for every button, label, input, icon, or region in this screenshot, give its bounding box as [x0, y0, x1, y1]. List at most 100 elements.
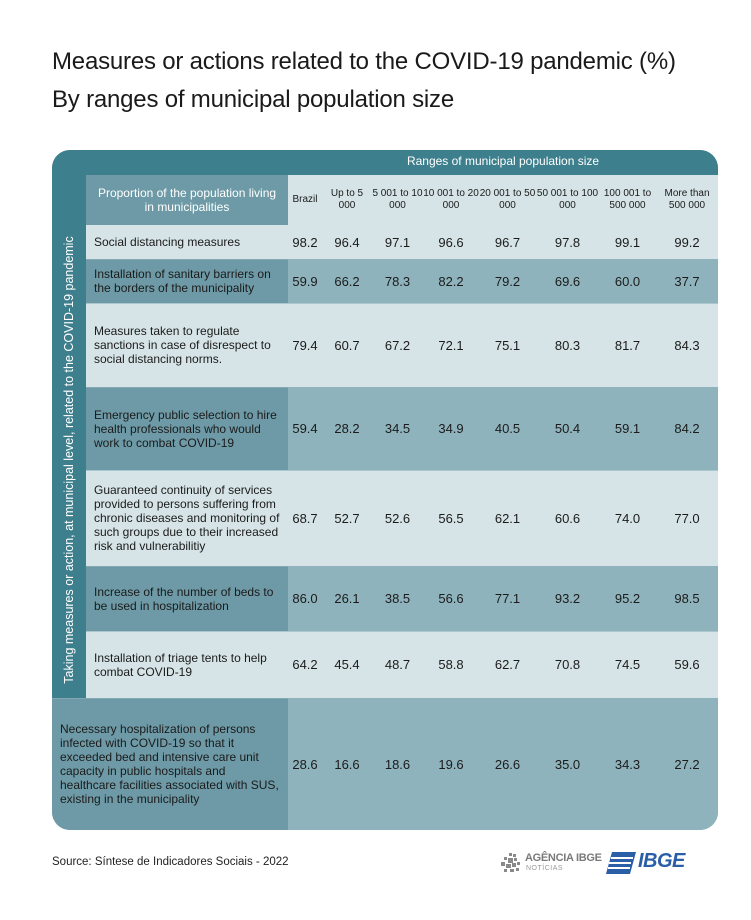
- cell-value: 62.7: [494, 657, 521, 672]
- cell-value: 56.6: [438, 591, 464, 606]
- cell-value: 69.6: [554, 273, 581, 289]
- cell-value: 26.1: [334, 591, 360, 606]
- column-header-label: Up to 5 000: [330, 188, 364, 211]
- cell-value: 96.6: [438, 234, 464, 250]
- table-cell: 66.2: [322, 259, 372, 303]
- cell-value: 35.0: [554, 756, 581, 772]
- row-label: Emergency public selection to hire healt…: [94, 407, 277, 450]
- table-cell: 74.0: [599, 470, 656, 566]
- table-cell: 40.5: [479, 387, 536, 470]
- cell-value: 34.3: [614, 756, 641, 772]
- row-label: Necessary hospitalization of persons inf…: [60, 722, 279, 806]
- column-header: Brazil: [288, 175, 322, 225]
- cell-value: 27.2: [674, 756, 700, 772]
- cell-value: 18.6: [384, 756, 411, 772]
- cell-value: 97.1: [384, 234, 411, 250]
- table-cell: 59.9: [288, 259, 322, 303]
- column-header: 10 001 to 20 000: [423, 175, 479, 225]
- column-header: Up to 5 000: [322, 175, 372, 225]
- table-cell: 62.1: [479, 470, 536, 566]
- cell-value: 96.7: [494, 234, 521, 250]
- source-note: Source: Síntese de Indicadores Sociais -…: [52, 856, 289, 868]
- cell-value: 59.1: [614, 421, 641, 436]
- table-cell: 72.1: [423, 303, 479, 387]
- row-label-cell: Social distancing measures: [86, 225, 288, 259]
- cell-value: 84.2: [674, 421, 700, 436]
- table-cell: 59.6: [656, 631, 718, 698]
- row-divider: [86, 303, 718, 304]
- chart-title: Measures or actions related to the COVID…: [52, 48, 676, 75]
- cell-value: 79.4: [292, 337, 318, 353]
- cell-value: 28.2: [334, 421, 360, 436]
- cell-value: 67.2: [384, 337, 411, 353]
- column-header-label: 10 001 to 20 000: [423, 188, 479, 211]
- cell-value: 62.1: [494, 510, 521, 526]
- ranges-header-band: Ranges of municipal population size: [52, 150, 718, 175]
- cell-value: 60.0: [614, 273, 641, 289]
- cell-value: 95.2: [614, 591, 641, 606]
- row-label-cell: Installation of sanitary barriers on the…: [86, 259, 288, 303]
- cell-value: 82.2: [438, 273, 464, 289]
- cell-value: 78.3: [384, 273, 411, 289]
- table-cell: 78.3: [372, 259, 423, 303]
- cell-value: 40.5: [494, 421, 521, 436]
- table-cell: 77.1: [479, 566, 536, 631]
- chart-subtitle: By ranges of municipal population size: [52, 86, 454, 113]
- cell-value: 60.6: [554, 510, 581, 526]
- table-cell: 97.8: [536, 225, 599, 259]
- column-header-label: 20 001 to 50 000: [479, 188, 536, 211]
- row-group-band: Taking measures or action, at municipal …: [52, 175, 86, 698]
- cell-value: 45.4: [334, 657, 360, 672]
- table-cell: 98.2: [288, 225, 322, 259]
- table-cell: 34.3: [599, 698, 656, 830]
- table-cell: 52.6: [372, 470, 423, 566]
- column-header-label: More than 500 000: [664, 188, 710, 211]
- cell-value: 77.1: [494, 591, 521, 606]
- row-header-cell: Proportion of the population living in m…: [86, 175, 288, 225]
- table-cell: 95.2: [599, 566, 656, 631]
- table-cell: 35.0: [536, 698, 599, 830]
- table-cell: 26.1: [322, 566, 372, 631]
- table-cell: 77.0: [656, 470, 718, 566]
- row-divider: [86, 566, 718, 567]
- table-cell: 52.7: [322, 470, 372, 566]
- cell-value: 59.4: [292, 421, 318, 436]
- agencia-sub: NOTÍCIAS: [526, 865, 564, 872]
- table-cell: 67.2: [372, 303, 423, 387]
- table-cell: 60.0: [599, 259, 656, 303]
- table-cell: 56.5: [423, 470, 479, 566]
- column-header: 20 001 to 50 000: [479, 175, 536, 225]
- column-header: 100 001 to 500 000: [599, 175, 656, 225]
- table-cell: 16.6: [322, 698, 372, 830]
- cell-value: 58.8: [438, 657, 464, 672]
- cell-value: 56.5: [438, 510, 464, 526]
- cell-value: 64.2: [292, 657, 318, 672]
- cell-value: 84.3: [674, 337, 700, 353]
- table-cell: 56.6: [423, 566, 479, 631]
- table-cell: 38.5: [372, 566, 423, 631]
- cell-value: 34.5: [384, 421, 411, 436]
- data-table-panel: Ranges of municipal population size Taki…: [52, 150, 718, 830]
- table-cell: 79.4: [288, 303, 322, 387]
- table-cell: 79.2: [479, 259, 536, 303]
- row-divider: [86, 387, 718, 388]
- cell-value: 72.1: [438, 337, 464, 353]
- cell-value: 86.0: [292, 591, 318, 606]
- cell-value: 59.9: [292, 273, 318, 289]
- table-cell: 62.7: [479, 631, 536, 698]
- row-header: Proportion of the population living in m…: [97, 186, 277, 214]
- table-cell: 96.6: [423, 225, 479, 259]
- cell-value: 52.6: [384, 510, 411, 526]
- table-cell: 97.1: [372, 225, 423, 259]
- cell-value: 48.7: [384, 657, 411, 672]
- table-cell: 80.3: [536, 303, 599, 387]
- table-cell: 50.4: [536, 387, 599, 470]
- table-cell: 75.1: [479, 303, 536, 387]
- cell-value: 59.6: [674, 657, 700, 672]
- cell-value: 98.2: [292, 234, 318, 250]
- cell-value: 70.8: [554, 657, 581, 672]
- cell-value: 16.6: [334, 756, 360, 772]
- row-label-cell: Installation of triage tents to help com…: [86, 631, 288, 698]
- column-header-label: Brazil: [292, 194, 318, 205]
- table-cell: 58.8: [423, 631, 479, 698]
